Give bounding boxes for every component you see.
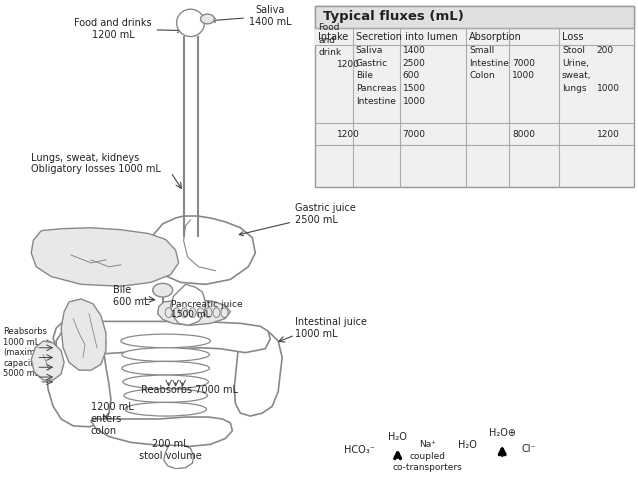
Text: Gastric: Gastric (356, 59, 388, 68)
Text: 2500: 2500 (403, 59, 426, 68)
Text: 7000: 7000 (512, 59, 535, 68)
Polygon shape (53, 321, 271, 354)
Ellipse shape (221, 308, 228, 318)
Ellipse shape (125, 402, 207, 416)
Bar (315, 28, 634, 46)
Ellipse shape (189, 308, 196, 318)
Ellipse shape (197, 308, 204, 318)
Text: Urine,: Urine, (562, 59, 589, 68)
Ellipse shape (213, 308, 220, 318)
Text: Small: Small (470, 46, 494, 55)
Ellipse shape (173, 308, 180, 318)
Text: Food
and
drink: Food and drink (318, 23, 341, 57)
Text: lungs: lungs (562, 84, 586, 93)
Text: Pancreas: Pancreas (356, 84, 396, 93)
Text: 1400: 1400 (403, 46, 426, 55)
Text: H₂O: H₂O (458, 440, 477, 450)
Bar (315, 6, 634, 28)
Text: Cl⁻: Cl⁻ (522, 444, 537, 454)
Text: Reabsorbs 7000 mL: Reabsorbs 7000 mL (141, 385, 238, 395)
Polygon shape (234, 327, 282, 416)
Text: 200 mL
stool volume: 200 mL stool volume (139, 439, 202, 461)
Text: Intestinal juice
1000 mL: Intestinal juice 1000 mL (295, 318, 367, 339)
Text: Saliva
1400 mL: Saliva 1400 mL (212, 5, 292, 27)
Text: Reabsorbs
1000 mL
(maximum
capacity
5000 mL): Reabsorbs 1000 mL (maximum capacity 5000… (3, 327, 49, 378)
Text: 1000: 1000 (512, 71, 535, 80)
Text: 600: 600 (403, 71, 420, 80)
Text: H₂O: H₂O (388, 433, 407, 443)
Polygon shape (164, 445, 193, 469)
Text: 1200: 1200 (597, 130, 619, 139)
Text: Stool: Stool (562, 46, 585, 55)
Ellipse shape (205, 308, 212, 318)
Text: Loss: Loss (562, 33, 583, 43)
Ellipse shape (124, 389, 207, 402)
Text: 200: 200 (597, 46, 614, 55)
Text: 8000: 8000 (512, 130, 535, 139)
Ellipse shape (181, 308, 188, 318)
Polygon shape (61, 299, 106, 370)
Polygon shape (158, 300, 230, 325)
Text: H₂O⊕: H₂O⊕ (489, 428, 516, 438)
Text: Colon: Colon (470, 71, 495, 80)
Text: Bile
600 mL: Bile 600 mL (113, 285, 149, 307)
Ellipse shape (123, 375, 209, 389)
Text: Typical fluxes (mL): Typical fluxes (mL) (323, 10, 464, 23)
Text: 1200 mL
enters
colon: 1200 mL enters colon (91, 402, 134, 435)
Text: Lungs, sweat, kidneys
Obligatory losses 1000 mL: Lungs, sweat, kidneys Obligatory losses … (31, 153, 161, 174)
Text: Intestine: Intestine (356, 97, 396, 106)
Text: sweat,: sweat, (562, 71, 591, 80)
Text: Food and drinks
1200 mL: Food and drinks 1200 mL (74, 18, 182, 39)
Ellipse shape (121, 334, 211, 348)
Text: Secretion into lumen: Secretion into lumen (356, 33, 457, 43)
Text: 1000: 1000 (403, 97, 426, 106)
Text: Saliva: Saliva (356, 46, 383, 55)
Ellipse shape (200, 14, 214, 24)
Text: 1200: 1200 (337, 130, 360, 139)
Text: Absorption: Absorption (470, 33, 523, 43)
Ellipse shape (152, 284, 173, 297)
Polygon shape (31, 341, 64, 380)
Ellipse shape (122, 362, 209, 375)
Polygon shape (170, 285, 205, 325)
Ellipse shape (122, 348, 209, 362)
Text: 1000: 1000 (597, 84, 619, 93)
Text: Bile: Bile (356, 71, 373, 80)
Text: Intestine: Intestine (470, 59, 509, 68)
Text: Na⁺
coupled
co-transporters: Na⁺ coupled co-transporters (392, 441, 463, 472)
Bar (315, 6, 634, 187)
Ellipse shape (177, 9, 205, 36)
Ellipse shape (165, 308, 172, 318)
Text: Pancreatic juice
1500 mL: Pancreatic juice 1500 mL (170, 300, 242, 319)
Polygon shape (46, 331, 111, 427)
Polygon shape (31, 228, 179, 286)
Polygon shape (149, 216, 255, 285)
Text: 7000: 7000 (403, 130, 426, 139)
Text: 1500: 1500 (403, 84, 426, 93)
Polygon shape (91, 417, 232, 446)
Text: Gastric juice
2500 mL: Gastric juice 2500 mL (239, 203, 356, 236)
Text: Intake: Intake (318, 33, 348, 43)
Text: HCO₃⁻: HCO₃⁻ (345, 445, 375, 455)
Text: 1200: 1200 (337, 60, 360, 69)
